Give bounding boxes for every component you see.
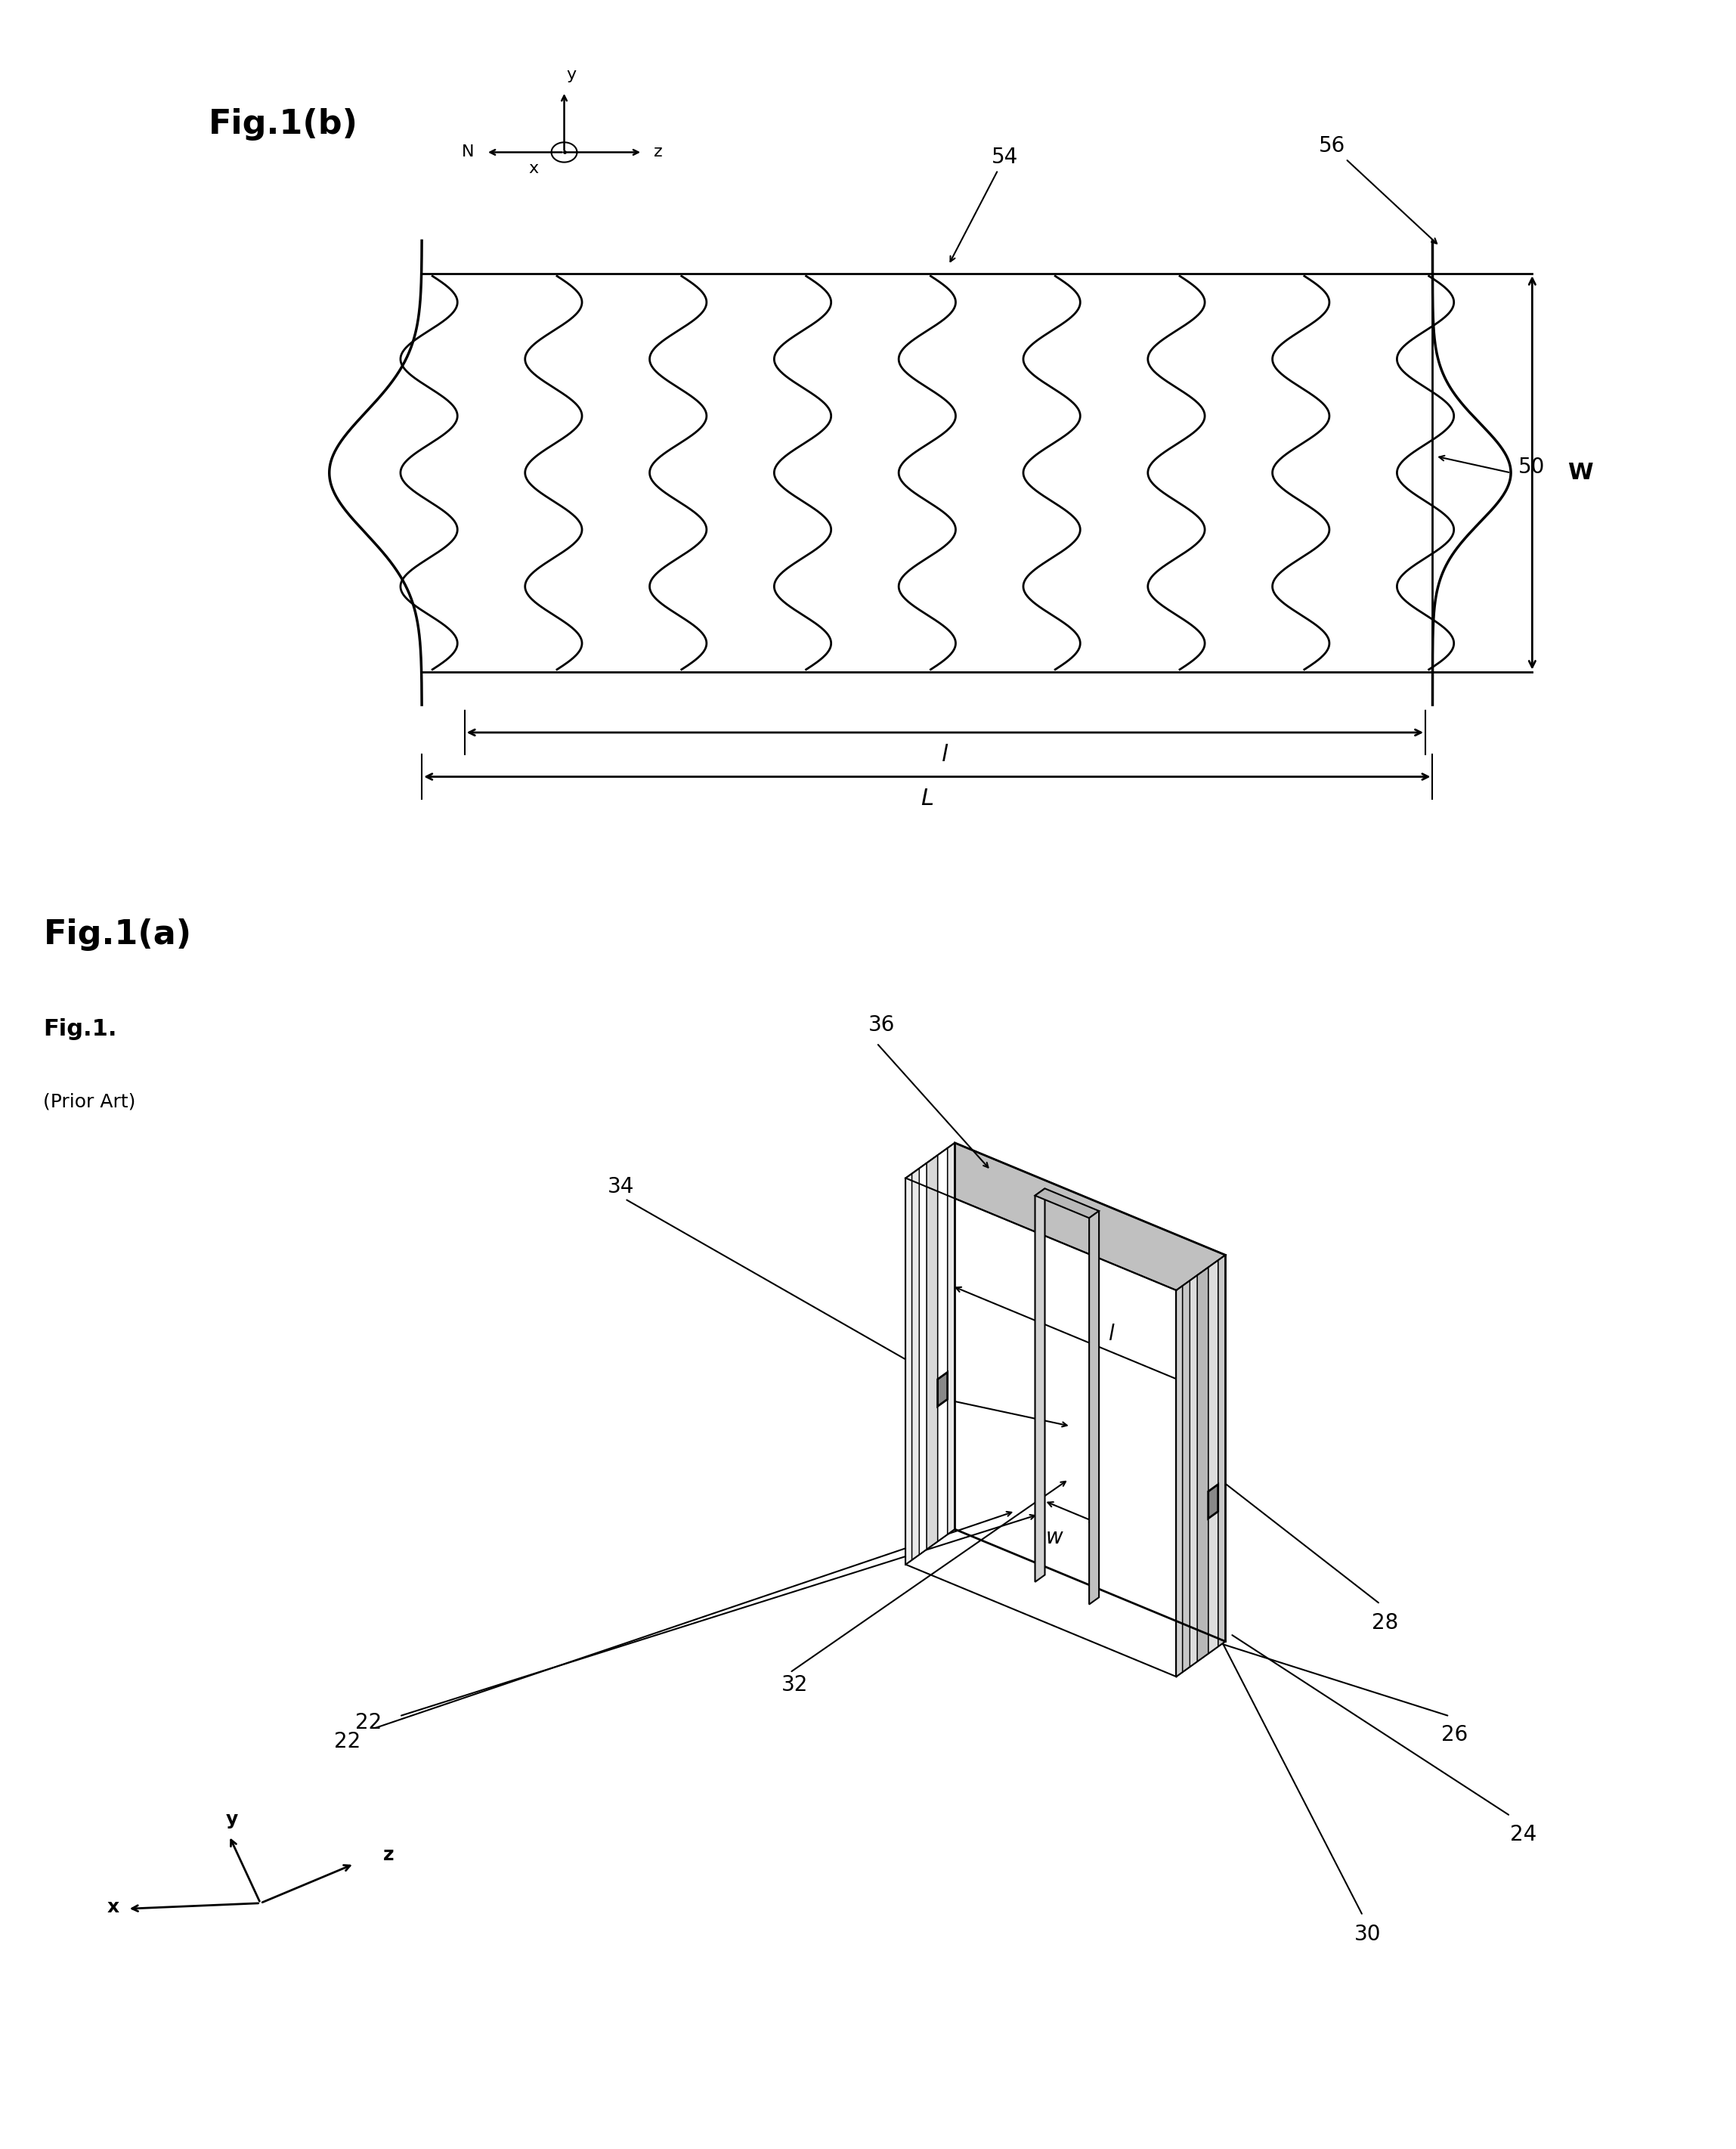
Text: 54: 54 bbox=[950, 146, 1017, 262]
Text: z: z bbox=[654, 144, 663, 159]
Polygon shape bbox=[1189, 1274, 1198, 1668]
Polygon shape bbox=[1088, 1210, 1099, 1605]
Polygon shape bbox=[1035, 1188, 1045, 1582]
Text: Fig.1.: Fig.1. bbox=[43, 1019, 116, 1040]
Text: x: x bbox=[529, 161, 538, 176]
Text: 24: 24 bbox=[1510, 1825, 1536, 1846]
Polygon shape bbox=[1208, 1485, 1219, 1519]
Text: 22: 22 bbox=[333, 1730, 361, 1751]
Text: 32: 32 bbox=[781, 1674, 807, 1696]
Text: l: l bbox=[1108, 1324, 1115, 1345]
Polygon shape bbox=[911, 1169, 918, 1560]
Text: W: W bbox=[1568, 462, 1594, 484]
Text: Fig.1(a): Fig.1(a) bbox=[43, 918, 191, 952]
Polygon shape bbox=[906, 1173, 911, 1564]
Text: y: y bbox=[226, 1809, 238, 1829]
Text: 22: 22 bbox=[356, 1713, 382, 1734]
Text: 50: 50 bbox=[1517, 458, 1545, 477]
Polygon shape bbox=[906, 1143, 1226, 1289]
Text: Fig.1(b): Fig.1(b) bbox=[208, 107, 358, 140]
Text: x: x bbox=[108, 1898, 120, 1917]
Polygon shape bbox=[1177, 1285, 1182, 1676]
Text: 34: 34 bbox=[608, 1176, 634, 1197]
Polygon shape bbox=[1219, 1255, 1226, 1646]
Text: (Prior Art): (Prior Art) bbox=[43, 1094, 135, 1111]
Text: L: L bbox=[920, 789, 934, 810]
Text: 28: 28 bbox=[1371, 1612, 1397, 1633]
Text: 30: 30 bbox=[1354, 1923, 1380, 1945]
Polygon shape bbox=[1198, 1268, 1208, 1661]
Text: 56: 56 bbox=[1319, 135, 1437, 243]
Text: y: y bbox=[566, 67, 576, 82]
Polygon shape bbox=[1182, 1281, 1189, 1672]
Polygon shape bbox=[927, 1156, 937, 1549]
Text: l: l bbox=[941, 744, 948, 765]
Text: 38: 38 bbox=[903, 1388, 929, 1410]
Polygon shape bbox=[937, 1373, 948, 1405]
Text: 36: 36 bbox=[868, 1014, 894, 1036]
Text: w: w bbox=[1045, 1526, 1062, 1547]
Polygon shape bbox=[1208, 1259, 1219, 1655]
Polygon shape bbox=[918, 1163, 927, 1554]
Text: z: z bbox=[382, 1846, 394, 1865]
Text: N: N bbox=[462, 144, 474, 159]
Text: 26: 26 bbox=[1441, 1723, 1467, 1745]
Polygon shape bbox=[937, 1148, 948, 1541]
Polygon shape bbox=[1035, 1188, 1099, 1218]
Polygon shape bbox=[948, 1143, 955, 1534]
